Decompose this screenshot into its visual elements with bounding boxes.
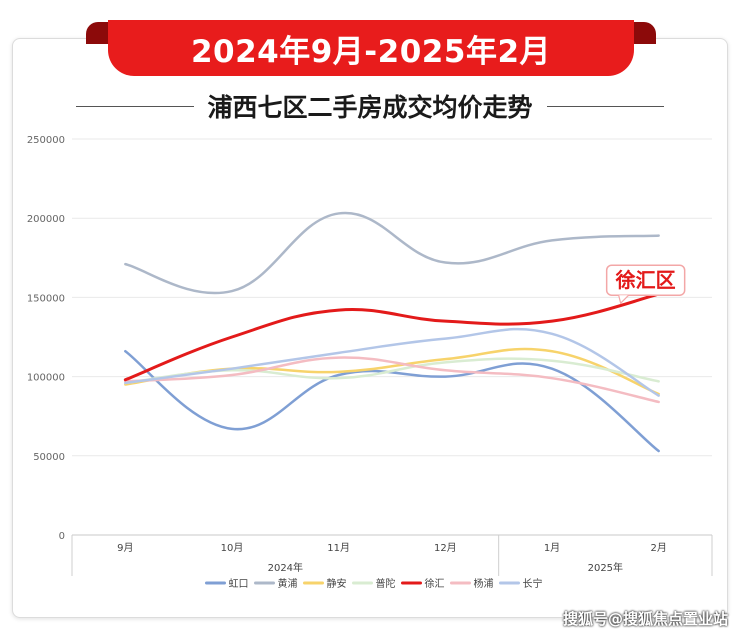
legend-label-徐汇: 徐汇 — [425, 577, 445, 590]
x-tick-label: 9月 — [117, 542, 133, 554]
x-tick-label: 1月 — [544, 542, 560, 554]
title-rule-right — [546, 105, 665, 107]
legend-label-虹口: 虹口 — [229, 578, 249, 590]
chart-title-row: 浦西七区二手房成交均价走势 — [76, 88, 665, 124]
x-tick-label: 11月 — [327, 542, 350, 554]
y-tick-label: 200000 — [27, 214, 65, 225]
y-tick-label: 50000 — [33, 452, 65, 463]
x-tick-label: 2月 — [650, 542, 666, 554]
x-tick-label: 10月 — [221, 542, 244, 554]
y-tick-label: 150000 — [27, 293, 65, 304]
legend-label-静安: 静安 — [327, 577, 347, 590]
y-tick-label: 250000 — [27, 135, 65, 146]
series-line-徐汇 — [123, 292, 661, 382]
date-range-banner: 2024年9月-2025年2月 — [108, 20, 634, 76]
legend-label-普陀: 普陀 — [376, 577, 396, 590]
chart-card — [12, 38, 728, 618]
legend-label-杨浦: 杨浦 — [474, 577, 494, 590]
year-group-label: 2025年 — [588, 561, 623, 574]
x-tick-label: 12月 — [434, 542, 457, 554]
y-tick-label: 0 — [59, 531, 65, 542]
annotation-pointer — [618, 294, 630, 305]
series-line-长宁 — [124, 327, 660, 397]
legend-label-长宁: 长宁 — [523, 577, 543, 590]
title-rule-left — [76, 105, 194, 107]
banner-title: 2024年9月-2025年2月 — [190, 33, 552, 70]
series-line-杨浦 — [124, 356, 660, 404]
legend-label-黄浦: 黄浦 — [278, 577, 298, 590]
chart-title: 浦西七区二手房成交均价走势 — [207, 93, 533, 122]
year-group-label: 2024年 — [268, 561, 303, 574]
annotation-label: 徐汇区 — [615, 268, 676, 292]
y-tick-label: 100000 — [27, 373, 65, 384]
series-line-黄浦 — [124, 211, 660, 295]
annotation-box — [605, 264, 686, 296]
watermark: 搜狐号@搜狐焦点置业站 — [562, 610, 728, 628]
